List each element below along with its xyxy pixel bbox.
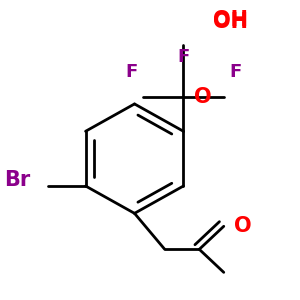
Text: F: F	[125, 63, 137, 81]
Text: F: F	[230, 63, 242, 81]
Text: OH: OH	[214, 12, 248, 32]
Text: Br: Br	[4, 170, 31, 190]
Text: F: F	[177, 48, 190, 66]
Text: OH: OH	[214, 11, 248, 30]
Text: O: O	[234, 216, 251, 236]
Text: O: O	[194, 87, 211, 107]
